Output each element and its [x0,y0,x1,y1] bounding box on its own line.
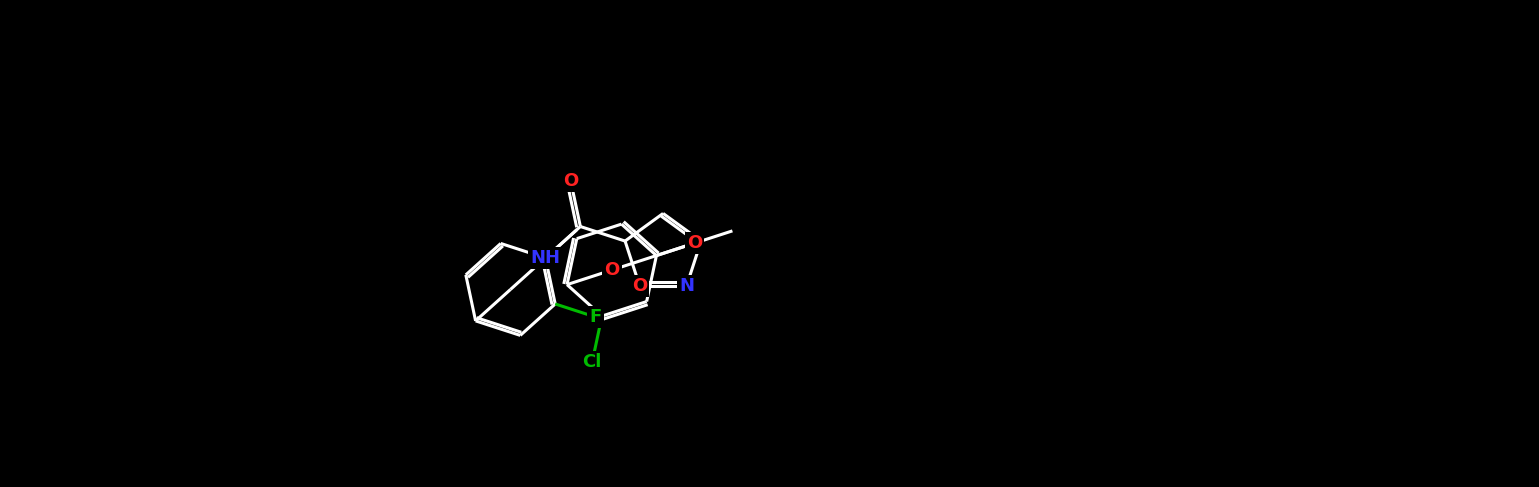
Text: N: N [679,277,694,295]
Text: Cl: Cl [582,353,602,371]
Text: NH: NH [531,249,560,267]
Text: O: O [633,277,648,295]
Text: F: F [589,308,602,326]
Text: O: O [686,234,702,252]
Text: O: O [605,261,619,279]
Text: O: O [563,171,579,189]
